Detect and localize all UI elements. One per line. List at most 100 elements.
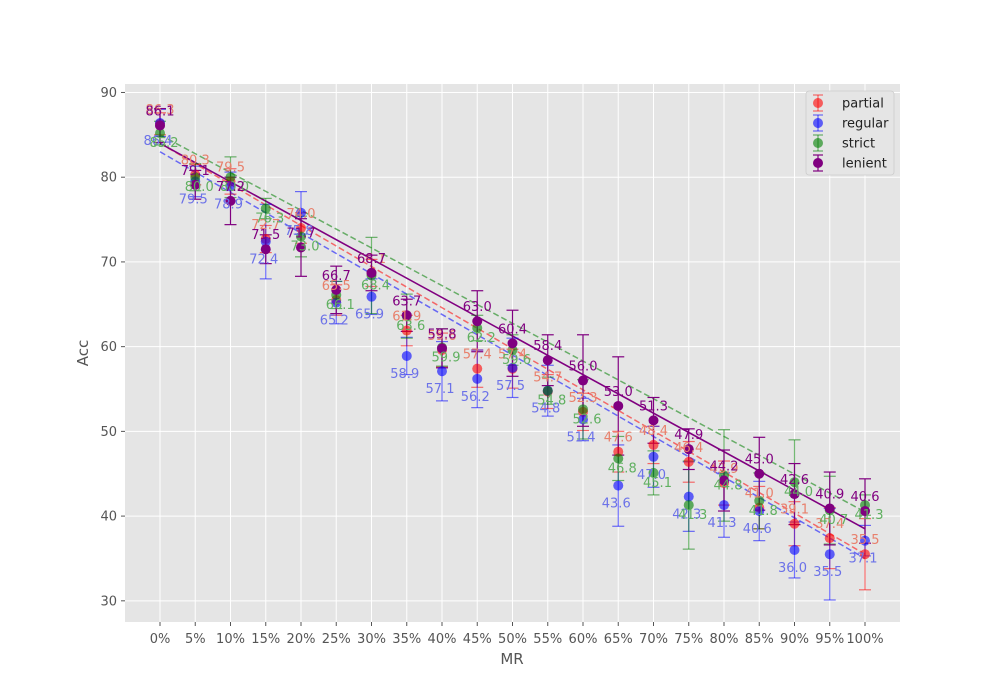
data-label-strict: 59.6 <box>502 353 531 368</box>
data-label-partial: 72.7 <box>251 218 280 233</box>
legend-label-partial: partial <box>842 97 884 112</box>
data-label-partial: 47.6 <box>604 431 633 446</box>
data-point-lenient <box>331 284 342 295</box>
data-label-partial: 39.1 <box>780 503 809 518</box>
x-tick-label: 25% <box>322 632 351 647</box>
x-tick-label: 90% <box>780 632 809 647</box>
data-point-lenient <box>437 343 447 354</box>
data-label-partial: 35.5 <box>851 533 880 548</box>
data-point-strict <box>648 467 659 478</box>
data-point-lenient <box>472 316 483 327</box>
data-label-lenient: 47.9 <box>674 428 703 443</box>
data-label-lenient: 59.8 <box>428 327 457 342</box>
data-label-regular: 75.8 <box>285 224 314 239</box>
data-point-strict <box>296 231 306 242</box>
data-label-lenient: 40.6 <box>851 490 880 505</box>
data-label-partial: 66.1 <box>357 252 386 267</box>
data-label-regular: 57.1 <box>426 382 455 397</box>
data-point-lenient <box>260 244 271 255</box>
data-point-lenient <box>542 355 553 366</box>
data-label-regular: 54.8 <box>531 402 560 417</box>
legend-label-lenient: lenient <box>842 157 887 172</box>
data-point-regular <box>331 297 342 308</box>
data-label-lenient: 44.2 <box>710 460 739 475</box>
data-label-strict: 68.4 <box>361 278 390 293</box>
data-point-regular <box>401 350 412 361</box>
legend-marker-regular <box>813 118 823 128</box>
data-label-regular: 65.9 <box>355 308 384 323</box>
x-tick-label: 80% <box>710 632 739 647</box>
data-point-partial <box>824 533 835 544</box>
x-tick-label: 75% <box>674 632 703 647</box>
data-label-lenient: 71.7 <box>287 227 316 242</box>
data-point-regular <box>366 291 377 302</box>
x-tick-label: 60% <box>569 632 598 647</box>
y-tick-label: 40 <box>100 510 117 525</box>
data-label-strict: 45.1 <box>643 476 672 491</box>
data-point-partial <box>401 325 412 336</box>
data-point-lenient <box>190 179 201 190</box>
x-tick-label: 5% <box>185 632 206 647</box>
data-point-regular <box>578 414 588 425</box>
data-label-strict: 73.0 <box>291 240 320 255</box>
data-label-partial: 48.4 <box>639 424 668 439</box>
data-label-partial: 43.9 <box>710 462 739 477</box>
data-point-regular <box>789 544 800 555</box>
data-label-lenient: 58.4 <box>533 339 562 354</box>
data-label-lenient: 51.3 <box>639 399 668 414</box>
data-point-regular <box>648 451 659 462</box>
data-label-lenient: 68.7 <box>357 252 386 267</box>
data-label-regular: 57.5 <box>496 379 525 394</box>
data-label-lenient: 77.2 <box>216 180 245 195</box>
data-point-partial <box>472 363 483 374</box>
x-tick-label: 70% <box>639 632 668 647</box>
legend-label-regular: regular <box>842 117 889 132</box>
data-label-partial: 61.9 <box>392 310 421 325</box>
data-label-partial: 74.0 <box>287 207 316 222</box>
data-point-partial <box>683 456 694 467</box>
data-label-regular: 41.3 <box>708 516 737 531</box>
data-label-regular: 43.6 <box>602 497 631 512</box>
data-point-lenient <box>789 489 800 500</box>
y-tick-label: 50 <box>100 425 117 440</box>
data-label-regular: 36.0 <box>778 561 807 576</box>
data-point-lenient <box>613 400 624 411</box>
data-label-regular: 56.2 <box>461 390 490 405</box>
data-point-lenient <box>507 338 518 349</box>
data-label-lenient: 79.1 <box>181 164 210 179</box>
data-label-lenient: 45.0 <box>745 453 774 468</box>
data-label-strict: 76.3 <box>255 212 284 227</box>
data-point-partial <box>789 518 800 529</box>
data-label-partial: 80.3 <box>181 154 210 169</box>
data-label-strict: 41.8 <box>749 504 778 519</box>
data-label-strict: 41.3 <box>855 508 884 523</box>
data-label-strict: 54.8 <box>537 394 566 409</box>
data-label-regular: 35.5 <box>813 565 842 580</box>
data-point-regular <box>613 480 624 491</box>
data-label-regular: 51.4 <box>567 431 596 446</box>
legend: partial regular strict lenient <box>805 90 895 176</box>
data-label-regular: 65.2 <box>320 314 349 329</box>
data-point-regular <box>860 535 870 546</box>
data-label-partial: 57.4 <box>498 348 527 363</box>
data-labels: 86.380.3 79.572.774.065.566.161.959.657.4… <box>144 103 884 580</box>
data-point-strict <box>225 172 236 183</box>
data-label-strict: 63.6 <box>396 319 425 334</box>
data-point-regular <box>437 366 447 377</box>
data-label-lenient: 56.0 <box>569 360 598 375</box>
legend-marker-lenient <box>813 158 823 168</box>
data-label-lenient: 53.0 <box>604 385 633 400</box>
data-point-regular <box>719 500 729 511</box>
data-label-regular: 78.9 <box>214 198 243 213</box>
data-label-strict: 44.8 <box>714 478 743 493</box>
x-tick-label: 35% <box>392 632 421 647</box>
data-label-regular: 37.1 <box>849 552 878 567</box>
legend-marker-strict <box>813 138 823 148</box>
data-point-regular <box>824 549 835 560</box>
y-tick-label: 90 <box>100 86 117 101</box>
data-label-strict: 59.9 <box>432 350 461 365</box>
data-label-strict: 44.0 <box>784 485 813 500</box>
x-tick-label: 10% <box>216 632 245 647</box>
data-point-lenient <box>155 120 165 131</box>
